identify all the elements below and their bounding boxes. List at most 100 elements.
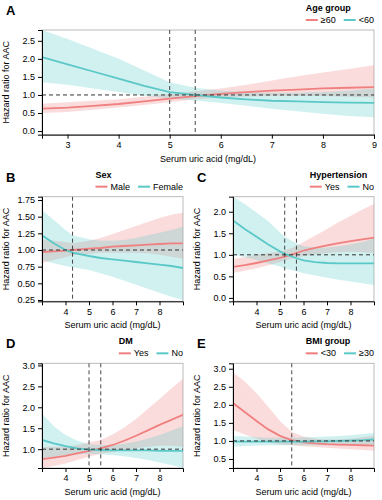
tick-mark	[170, 135, 171, 139]
tick: 8	[157, 468, 162, 483]
tick-mark	[327, 301, 328, 305]
tick-label: 2.0	[213, 400, 226, 410]
y-axis-title: Hazard ratio for AAC	[1, 374, 11, 457]
confidence-band	[233, 197, 374, 285]
legend-swatch	[344, 352, 356, 354]
tick: 0.5	[22, 108, 42, 118]
tick-mark	[38, 113, 42, 114]
tick: 1.0	[22, 445, 42, 455]
tick: 0.5	[213, 272, 233, 282]
tick-label: 0.5	[213, 272, 226, 282]
panel-title: D	[6, 336, 15, 351]
tick: 4	[63, 301, 68, 316]
tick: 8	[348, 301, 353, 316]
line	[42, 87, 374, 109]
reference-vline	[89, 363, 90, 468]
tick: 1.75	[17, 195, 42, 205]
tick-mark	[66, 468, 67, 472]
tick: 7	[270, 135, 275, 150]
reference-hline	[42, 250, 183, 251]
tick-label: 4	[117, 140, 122, 150]
tick-mark	[68, 135, 69, 139]
tick-label: 1.5	[22, 72, 35, 82]
tick-mark	[38, 283, 42, 284]
legend-swatch	[306, 19, 318, 21]
panel-title: C	[197, 170, 207, 185]
legend-entry: <30	[321, 348, 336, 358]
reference-hline	[42, 94, 374, 95]
tick: 2.5	[22, 382, 42, 392]
legend: SexMaleFemale	[95, 170, 183, 192]
y-axis-title: Hazard ratio for AAC	[1, 41, 11, 124]
tick-mark	[38, 407, 42, 408]
tick-label: 1.5	[22, 424, 35, 434]
tick: 5	[278, 468, 283, 483]
tick: 6	[110, 468, 115, 483]
tick-mark	[229, 233, 233, 234]
x-axis-title: Serum uric acid (mg/dL)	[64, 487, 160, 497]
tick-mark	[229, 459, 233, 460]
x-axis-title: Serum uric acid (mg/dL)	[255, 320, 351, 330]
plot-area: 456781.01.52.02.53.0Serum uric acid (mg/…	[1, 361, 184, 497]
tick-label: 4	[63, 473, 68, 483]
tick-label: 0.0	[213, 293, 226, 303]
legend-entry: Yes	[325, 182, 340, 192]
y-axis: 1.01.52.02.53.0	[22, 361, 42, 469]
tick: 0.50	[17, 279, 42, 289]
y-axis-title: Hazard ratio for AAC	[1, 207, 11, 290]
panel: 34567890.00.51.01.52.02.5Serum uric acid…	[1, 3, 377, 164]
tick-label: 9	[372, 140, 377, 150]
tick-mark	[327, 468, 328, 472]
reference-vline	[291, 363, 292, 468]
legend-swatch	[138, 186, 150, 188]
tick-mark	[280, 301, 281, 305]
legend-title: BMI group	[306, 336, 351, 346]
tick-mark	[38, 200, 42, 201]
legend-entry: No	[171, 348, 183, 358]
tick: 0.5	[213, 454, 233, 464]
tick-label: 8	[321, 140, 326, 150]
plot-frame	[233, 363, 374, 468]
panel: 456780.51.01.52.02.53.0Serum uric acid (…	[192, 336, 375, 497]
tick: 7	[134, 301, 139, 316]
tick: 3	[66, 135, 71, 150]
axis-line	[38, 197, 43, 302]
reference-hline	[42, 449, 183, 450]
axis-line	[38, 364, 43, 469]
tick-mark	[229, 276, 233, 277]
tick-label: 7	[325, 307, 330, 317]
y-axis: 0.51.01.52.02.53.0	[213, 364, 233, 469]
tick-label: 4	[254, 307, 259, 317]
confidence-band	[42, 379, 183, 468]
x-axis: 45678	[43, 468, 184, 483]
x-axis-title: Serum uric acid (mg/dL)	[255, 487, 351, 497]
tick-label: 4	[63, 307, 68, 317]
tick-label: 6	[301, 307, 306, 317]
tick-label: 4	[254, 473, 259, 483]
tick-mark	[257, 468, 258, 472]
legend-swatch	[306, 352, 318, 354]
tick-label: 0.50	[17, 279, 35, 289]
tick: 2.5	[22, 36, 42, 46]
axis-line	[234, 302, 375, 306]
tick-label: 2.0	[22, 403, 35, 413]
marks	[42, 363, 183, 468]
plot-area: 456780.250.500.751.001.251.501.75Serum u…	[1, 195, 184, 330]
legend-entry: Yes	[134, 348, 149, 358]
legend: DMYesNo	[119, 336, 183, 358]
tick-mark	[229, 423, 233, 424]
tick-mark	[272, 135, 273, 139]
tick: 8	[348, 468, 353, 483]
tick: 0.25	[17, 295, 42, 305]
tick-mark	[160, 301, 161, 305]
tick-mark	[351, 468, 352, 472]
plot-frame	[42, 197, 183, 302]
plot-area: 34567890.00.51.01.52.02.5Serum uric acid…	[1, 30, 377, 164]
tick: 2.0	[213, 207, 233, 217]
y-axis: 0.250.500.751.001.251.501.75	[17, 195, 42, 305]
tick-label: 0.0	[22, 126, 35, 136]
tick-mark	[38, 95, 42, 96]
tick: 1.0	[22, 90, 42, 100]
tick-mark	[38, 300, 42, 301]
tick-label: 1.50	[17, 212, 35, 222]
